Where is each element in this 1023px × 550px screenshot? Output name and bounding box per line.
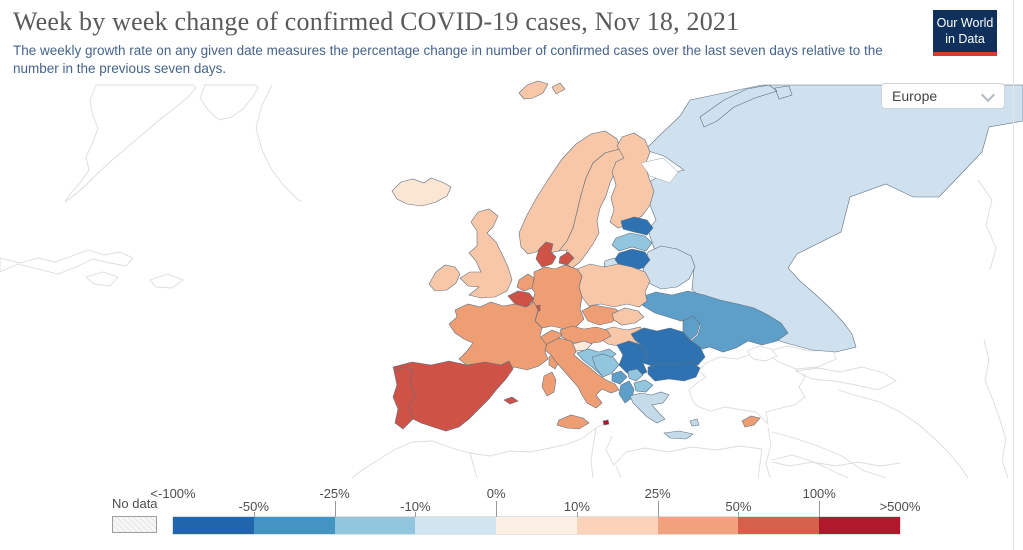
tunisia-libya-coast-line [605, 435, 763, 466]
arctic-coast-line [255, 84, 303, 203]
country-montenegro[interactable] [611, 370, 628, 385]
legend-tick-label-8: 100% [802, 486, 836, 501]
legend-bin-0[interactable] [173, 517, 254, 534]
tunisia-libya-border-line [615, 465, 622, 478]
country-greece[interactable] [629, 391, 700, 440]
armenia-azerbaijan-outline [794, 366, 897, 391]
legend-tick-1 [253, 512, 255, 517]
country-estonia[interactable] [620, 216, 654, 236]
legend-bin-3[interactable] [415, 517, 497, 534]
libya-egypt-border-line [757, 448, 763, 478]
country-cyprus[interactable] [741, 415, 761, 428]
map-legend: No data <-100% -50% -25% -10% 0% 10% 25% 50% 100… [0, 480, 1023, 550]
legend-bin-2[interactable] [334, 517, 416, 534]
crimea-no-data [746, 345, 778, 362]
country-sweden[interactable] [558, 148, 625, 269]
country-denmark[interactable] [535, 241, 575, 268]
legend-tick-3 [415, 512, 417, 517]
no-data-label: No data [112, 496, 158, 511]
north-africa-coast-line [351, 423, 605, 478]
country-north_macedonia[interactable] [633, 379, 654, 393]
greenland-coastline [64, 84, 197, 203]
legend-tick-label-5: 10% [563, 499, 590, 514]
country-uk[interactable] [459, 208, 513, 299]
legend-tick-5 [576, 512, 578, 517]
country-ukraine[interactable] [637, 290, 789, 353]
chevron-down-icon [980, 87, 996, 103]
georgia-outline [765, 345, 837, 370]
country-portugal[interactable] [392, 366, 416, 430]
logo-line-1: Our World [936, 16, 994, 30]
legend-tick-label-2: -25% [319, 486, 350, 501]
legend-tick-2 [334, 501, 336, 517]
legend-bin-8[interactable] [819, 517, 901, 534]
caspian-coast-line [983, 339, 1009, 478]
subtitle-line-2: number in the previous seven days. [13, 60, 227, 76]
owid-logo[interactable]: Our World in Data [933, 10, 997, 56]
legend-tick-6 [657, 501, 659, 517]
region-select-value: Europe [892, 88, 938, 104]
legend-bin-5[interactable] [576, 517, 658, 534]
country-italy[interactable] [541, 337, 620, 430]
country-romania[interactable] [630, 327, 706, 368]
subtitle-line-1: The weekly growth rate on any given date… [13, 43, 883, 58]
country-ireland[interactable] [428, 264, 461, 292]
legend-bin-4[interactable] [496, 517, 577, 534]
legend-tick-7 [738, 512, 740, 517]
country-finland[interactable] [609, 132, 655, 229]
country-slovakia[interactable] [611, 307, 645, 326]
region-select[interactable]: Europe [881, 83, 1005, 109]
canada-island-2 [149, 273, 184, 289]
legend-tick-4 [496, 501, 498, 517]
legend-tick-label-9: >500% [879, 499, 921, 514]
levant-coast-line [765, 426, 772, 478]
arctic-island-outline [199, 84, 259, 121]
canada-coastline [0, 249, 134, 275]
country-netherlands[interactable] [516, 273, 535, 292]
kazakhstan-border-line [977, 179, 997, 271]
morocco-algeria-border-line [469, 452, 478, 478]
country-serbia[interactable] [616, 340, 648, 378]
legend-tick-label-1: -50% [238, 499, 269, 514]
country-bulgaria[interactable] [647, 361, 701, 382]
jordan-border-line [771, 454, 849, 478]
syria-iraq-border-line [771, 431, 887, 478]
legend-tick-label-7: 50% [725, 499, 752, 514]
europe-map[interactable] [0, 0, 1023, 478]
white-sea [640, 157, 679, 184]
country-kosovo[interactable] [627, 368, 644, 382]
page-title: Week by week change of confirmed COVID-1… [13, 7, 740, 36]
country-slovenia[interactable] [572, 340, 593, 352]
algeria-tunisia-border-line [590, 427, 597, 478]
legend-bin-1[interactable] [253, 517, 335, 534]
country-moldova[interactable] [682, 315, 701, 342]
logo-line-2: in Data [945, 32, 985, 47]
legend-tick-label-0: <-100% [150, 486, 196, 501]
logo-red-bar [933, 51, 997, 56]
egypt-coast-line [771, 461, 901, 467]
country-poland[interactable] [576, 263, 651, 308]
legend-tick-label-3: -10% [400, 499, 431, 514]
country-malta[interactable] [602, 419, 610, 426]
country-bosnia[interactable] [591, 353, 620, 378]
canada-island-1 [85, 271, 119, 287]
legend-tick-label-6: 25% [644, 486, 671, 501]
country-latvia[interactable] [611, 232, 653, 252]
legend-bin-6[interactable] [657, 517, 739, 534]
no-data-swatch[interactable] [112, 516, 157, 533]
legend-tick-label-4: 0% [486, 486, 506, 501]
country-iceland[interactable] [391, 177, 452, 207]
legend-tick-8 [819, 501, 821, 517]
iran-border-line [837, 389, 969, 478]
page-right-divider [1013, 0, 1014, 550]
country-belarus[interactable] [642, 245, 696, 290]
legend-bin-7[interactable] [738, 517, 820, 534]
country-germany[interactable] [530, 264, 585, 330]
chart-subtitle: The weekly growth rate on any given date… [13, 42, 883, 78]
legend-color-bar [173, 517, 901, 534]
